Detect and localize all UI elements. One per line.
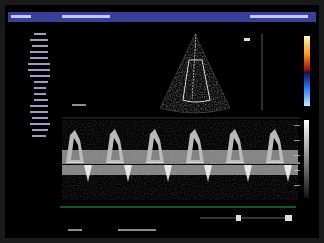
- color-scale: [304, 36, 310, 106]
- marker: [244, 38, 250, 41]
- slider-end[interactable]: [285, 215, 292, 221]
- gray-scale: [304, 120, 309, 198]
- sweep-label: [72, 104, 86, 106]
- spectrum: [62, 120, 298, 200]
- ultrasound-screen: [0, 0, 324, 243]
- slider-thumb[interactable]: [236, 215, 241, 221]
